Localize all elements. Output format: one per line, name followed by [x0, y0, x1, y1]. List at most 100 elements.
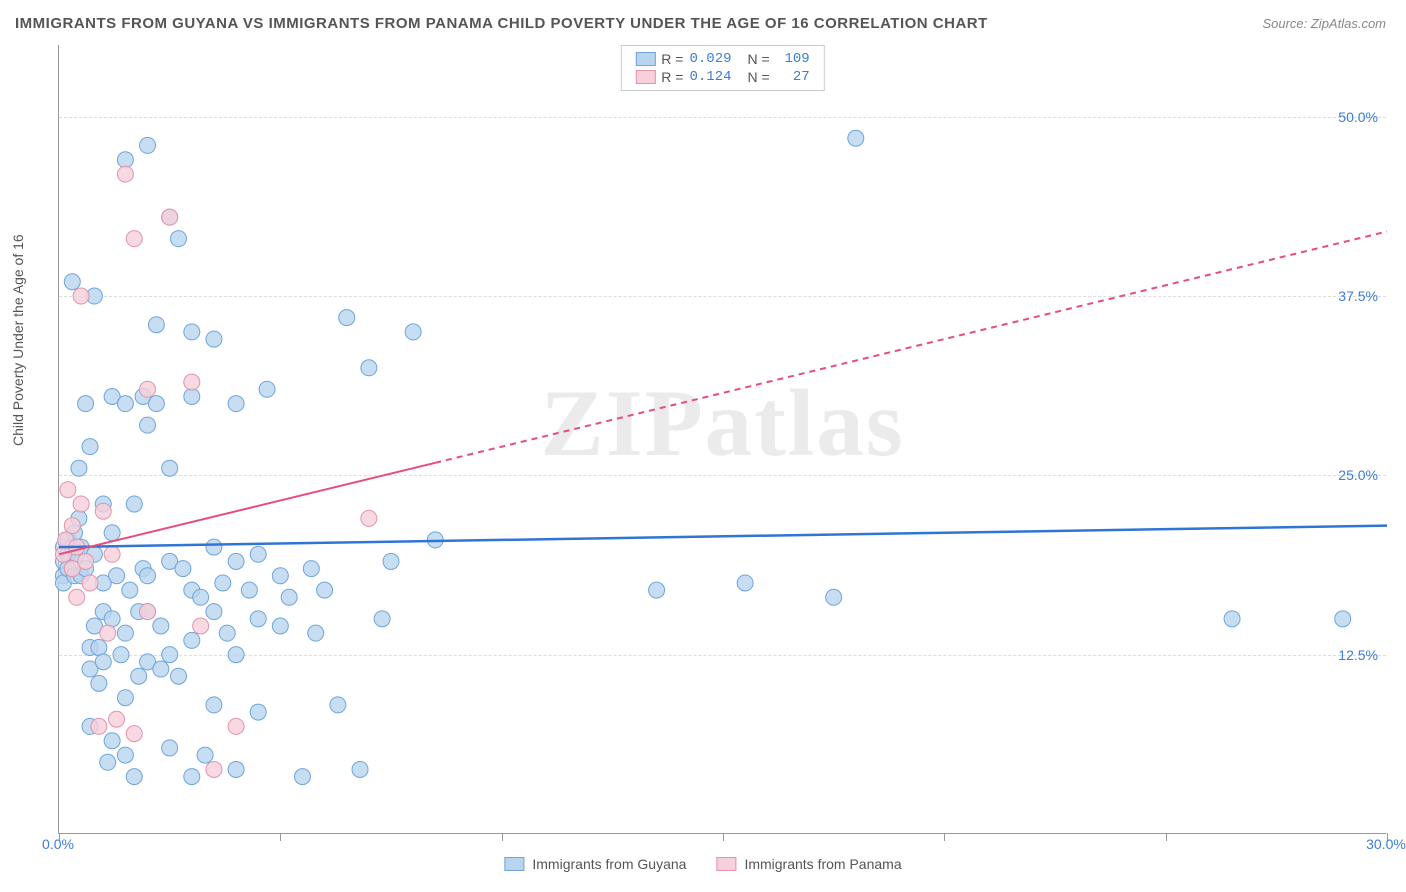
data-point — [848, 130, 864, 146]
data-point — [228, 396, 244, 412]
data-point — [100, 754, 116, 770]
legend-row: R = 0.124N = 27 — [635, 68, 809, 86]
data-point — [117, 396, 133, 412]
x-tick — [1166, 833, 1167, 841]
x-tick — [944, 833, 945, 841]
data-point — [117, 747, 133, 763]
legend-bottom-item: Immigrants from Guyana — [504, 856, 686, 872]
regression-line — [59, 526, 1387, 548]
data-point — [162, 647, 178, 663]
data-point — [162, 740, 178, 756]
data-point — [117, 166, 133, 182]
data-point — [171, 231, 187, 247]
data-point — [60, 482, 76, 498]
legend-bottom-item: Immigrants from Panama — [716, 856, 901, 872]
data-point — [361, 510, 377, 526]
source-label: Source: ZipAtlas.com — [1262, 16, 1386, 31]
data-point — [140, 417, 156, 433]
plot-svg — [59, 45, 1386, 833]
data-point — [361, 360, 377, 376]
data-point — [250, 704, 266, 720]
data-point — [250, 611, 266, 627]
data-point — [64, 518, 80, 534]
data-point — [405, 324, 421, 340]
data-point — [197, 747, 213, 763]
data-point — [228, 718, 244, 734]
legend-n-value: 109 — [776, 51, 810, 67]
x-tick-label: 0.0% — [42, 836, 74, 852]
data-point — [193, 589, 209, 605]
data-point — [184, 769, 200, 785]
legend-series-name: Immigrants from Guyana — [532, 856, 686, 872]
data-point — [184, 632, 200, 648]
legend-r-label: R = — [661, 51, 683, 67]
data-point — [272, 568, 288, 584]
legend-swatch — [504, 857, 524, 871]
data-point — [1224, 611, 1240, 627]
data-point — [294, 769, 310, 785]
plot-surface: ZIPatlas R = 0.029N = 109R = 0.124N = 27… — [58, 45, 1386, 834]
data-point — [73, 496, 89, 512]
data-point — [219, 625, 235, 641]
data-point — [91, 718, 107, 734]
data-point — [826, 589, 842, 605]
data-point — [259, 381, 275, 397]
data-point — [126, 726, 142, 742]
data-point — [250, 546, 266, 562]
data-point — [228, 761, 244, 777]
legend-swatch — [635, 52, 655, 66]
data-point — [153, 618, 169, 634]
y-tick-label: 37.5% — [1338, 288, 1378, 304]
data-point — [206, 761, 222, 777]
data-point — [153, 661, 169, 677]
data-point — [140, 604, 156, 620]
legend-n-label: N = — [748, 51, 770, 67]
chart-title: IMMIGRANTS FROM GUYANA VS IMMIGRANTS FRO… — [10, 10, 1396, 42]
legend-r-value: 0.029 — [689, 51, 731, 67]
data-point — [206, 697, 222, 713]
data-point — [95, 654, 111, 670]
data-point — [78, 396, 94, 412]
data-point — [117, 690, 133, 706]
data-point — [1335, 611, 1351, 627]
data-point — [308, 625, 324, 641]
data-point — [91, 640, 107, 656]
data-point — [228, 553, 244, 569]
data-point — [281, 589, 297, 605]
legend-row: R = 0.029 N = 109 — [635, 50, 809, 68]
legend-n-label: N = — [748, 69, 770, 85]
data-point — [215, 575, 231, 591]
data-point — [171, 668, 187, 684]
data-point — [184, 388, 200, 404]
y-tick-label: 12.5% — [1338, 647, 1378, 663]
x-tick — [723, 833, 724, 841]
data-point — [73, 288, 89, 304]
data-point — [126, 496, 142, 512]
data-point — [140, 381, 156, 397]
data-point — [71, 460, 87, 476]
regression-line-dashed — [435, 231, 1387, 462]
x-tick — [502, 833, 503, 841]
legend-bottom: Immigrants from Guyana Immigrants from Pa… — [504, 856, 901, 872]
y-axis-label: Child Poverty Under the Age of 16 — [10, 234, 26, 446]
x-tick-label: 30.0% — [1366, 836, 1406, 852]
chart-container: IMMIGRANTS FROM GUYANA VS IMMIGRANTS FRO… — [10, 10, 1396, 882]
data-point — [95, 503, 111, 519]
data-point — [206, 539, 222, 555]
data-point — [241, 582, 257, 598]
data-point — [126, 231, 142, 247]
data-point — [91, 675, 107, 691]
data-point — [126, 769, 142, 785]
data-point — [148, 317, 164, 333]
legend-series-name: Immigrants from Panama — [744, 856, 901, 872]
data-point — [140, 568, 156, 584]
data-point — [175, 561, 191, 577]
data-point — [383, 553, 399, 569]
legend-swatch — [635, 70, 655, 84]
data-point — [100, 625, 116, 641]
legend-top: R = 0.029 N = 109R = 0.124N = 27 — [620, 45, 824, 91]
data-point — [64, 274, 80, 290]
data-point — [109, 711, 125, 727]
data-point — [82, 439, 98, 455]
data-point — [317, 582, 333, 598]
